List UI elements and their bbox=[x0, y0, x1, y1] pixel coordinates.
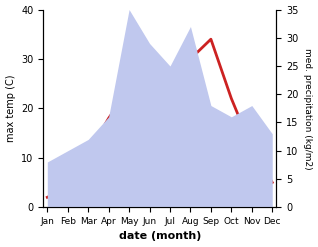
X-axis label: date (month): date (month) bbox=[119, 231, 201, 242]
Y-axis label: med. precipitation (kg/m2): med. precipitation (kg/m2) bbox=[303, 48, 313, 169]
Y-axis label: max temp (C): max temp (C) bbox=[5, 75, 16, 142]
